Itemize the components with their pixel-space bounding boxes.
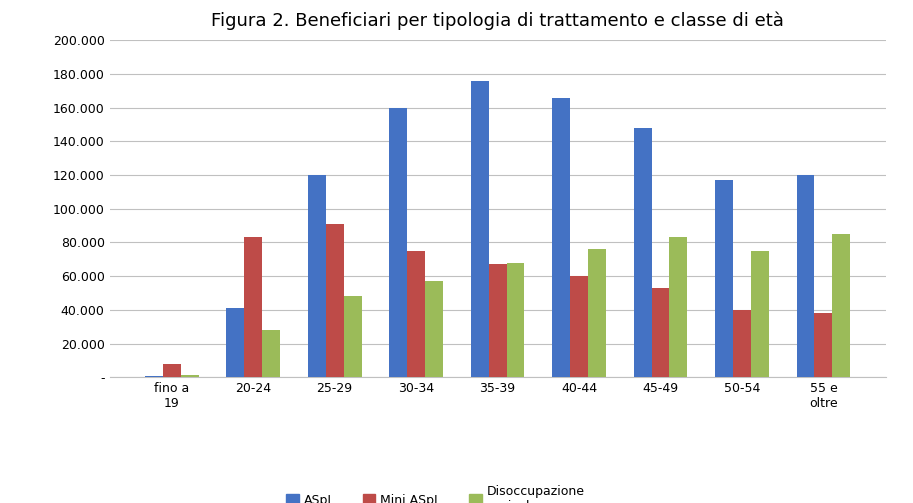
Title: Figura 2. Beneficiari per tipologia di trattamento e classe di età: Figura 2. Beneficiari per tipologia di t…	[211, 12, 784, 30]
Bar	[552, 98, 570, 377]
Bar	[751, 251, 769, 377]
Bar	[262, 330, 280, 377]
Bar	[669, 237, 687, 377]
Bar	[425, 281, 443, 377]
Bar	[226, 308, 244, 377]
Bar	[389, 108, 407, 377]
Bar	[407, 251, 425, 377]
Bar	[570, 276, 588, 377]
Legend: ASpI, Mini ASpI, Disoccupazione
agricola: ASpI, Mini ASpI, Disoccupazione agricola	[286, 484, 585, 503]
Bar	[181, 375, 199, 377]
Bar	[145, 376, 163, 377]
Bar	[488, 265, 507, 377]
Bar	[652, 288, 669, 377]
Bar	[814, 313, 833, 377]
Bar	[507, 263, 524, 377]
Bar	[833, 234, 850, 377]
Bar	[308, 175, 326, 377]
Bar	[588, 249, 606, 377]
Bar	[163, 364, 181, 377]
Bar	[715, 180, 733, 377]
Bar	[796, 175, 814, 377]
Bar	[471, 80, 488, 377]
Bar	[343, 296, 362, 377]
Bar	[634, 128, 652, 377]
Bar	[244, 237, 262, 377]
Bar	[733, 310, 751, 377]
Bar	[326, 224, 343, 377]
